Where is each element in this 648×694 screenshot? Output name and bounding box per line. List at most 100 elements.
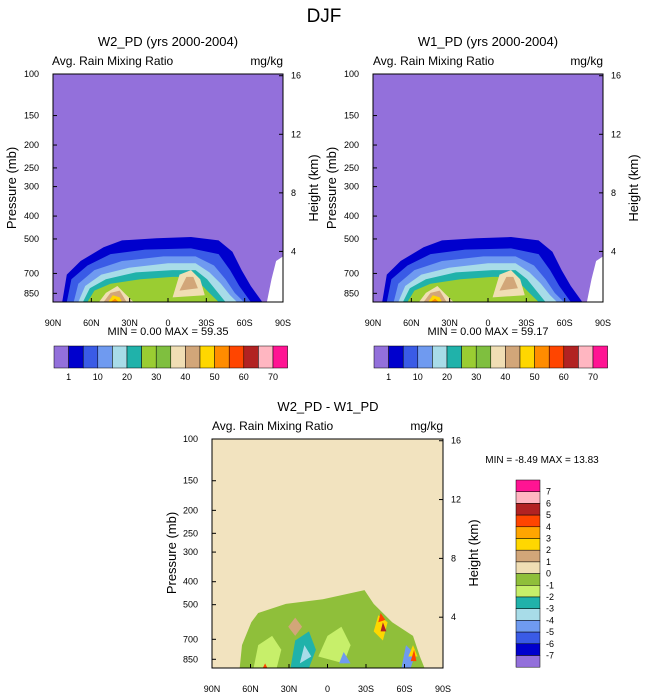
panel-title: W1_PD (yrs 2000-2004) [418, 34, 558, 49]
y-axis-ticks: 100 150 200 250 300 400 500 700 850 [183, 434, 216, 664]
y-tick-label: 100 [183, 434, 198, 444]
x-tick-label: 0 [325, 684, 330, 694]
y-axis-ticks: 100 150 200 250 300 400 500 700 850 [24, 69, 57, 298]
y-tick-label: 400 [24, 211, 39, 221]
colorbar-label: 1 [546, 557, 551, 567]
colorbar-swatch [515, 561, 541, 574]
colorbar-swatch [228, 345, 245, 369]
y2-tick-label: 8 [451, 553, 456, 563]
colorbar-swatch [515, 620, 541, 633]
contour-band [410, 649, 417, 662]
colorbar-label: 40 [180, 372, 190, 382]
x-tick-label: 90S [595, 318, 611, 328]
y-tick-label: 200 [183, 505, 198, 515]
y-tick-label: 150 [183, 476, 198, 486]
y-tick-label: 700 [344, 268, 359, 278]
rain-field [62, 237, 283, 302]
panel-title: W2_PD (yrs 2000-2004) [98, 34, 238, 49]
colorbar-swatch [126, 345, 142, 369]
contour-band [373, 615, 388, 641]
x-axis-ticks: 90N 60N 30N 0 30S 60S 90S [45, 298, 291, 328]
rain-field [382, 237, 603, 302]
contour-band [318, 626, 351, 664]
colorbar: 1 10 20 30 40 50 60 70 [373, 345, 608, 382]
x-tick-label: 30S [358, 684, 374, 694]
units-label: mg/kg [250, 54, 283, 68]
colorbar-label: 7 [546, 487, 551, 497]
x-tick-label: 60S [396, 684, 412, 694]
colorbar-label: 10 [93, 372, 103, 382]
x-tick-label: 90N [45, 318, 62, 328]
field-label: Avg. Rain Mixing Ratio [212, 419, 333, 433]
x-tick-label: 30N [441, 318, 458, 328]
colorbar-swatch [515, 643, 541, 656]
colorbar-swatch [515, 526, 541, 539]
colorbar-label: 6 [546, 498, 551, 508]
y-tick-label: 500 [24, 234, 39, 244]
field-label: Avg. Rain Mixing Ratio [52, 54, 173, 68]
y-tick-label: 250 [183, 528, 198, 538]
y2-tick-label: 8 [611, 188, 616, 198]
y-axis-title: Pressure (mb) [4, 147, 19, 229]
colorbar-swatch [563, 345, 579, 369]
y-tick-label: 250 [344, 163, 359, 173]
y2-axis-ticks: 16 12 8 4 [279, 71, 301, 256]
colorbar-label: -2 [546, 592, 554, 602]
colorbar-swatch [490, 345, 506, 369]
difference-field [239, 590, 425, 668]
y-axis-ticks: 100 150 200 250 300 400 500 700 850 [344, 69, 377, 298]
colorbar-label: 50 [530, 372, 540, 382]
colorbar-label: 2 [546, 545, 551, 555]
colorbar-label: 0 [546, 569, 551, 579]
contour-band [179, 276, 198, 291]
x-tick-label: 30S [518, 318, 534, 328]
y-tick-label: 850 [24, 288, 39, 298]
x-tick-label: 0 [485, 318, 490, 328]
colorbar-swatch [199, 345, 215, 369]
contour-band [339, 652, 351, 664]
y-tick-label: 850 [344, 288, 359, 298]
colorbar-label: -7 [546, 651, 554, 661]
y2-tick-label: 16 [291, 71, 301, 81]
colorbar-swatch [515, 608, 541, 621]
colorbar-label: 3 [546, 534, 551, 544]
colorbar-swatch [68, 345, 84, 369]
y2-tick-label: 16 [611, 71, 621, 81]
x-tick-label: 60S [557, 318, 573, 328]
colorbar-swatch [373, 345, 389, 369]
y2-axis-ticks: 16 12 8 4 [599, 71, 621, 256]
y2-tick-label: 12 [291, 129, 301, 139]
colorbar-swatch [515, 538, 541, 551]
colorbar-swatch [515, 503, 541, 516]
y-tick-label: 300 [24, 182, 39, 192]
colorbar-swatch [515, 549, 541, 563]
colorbar-swatch [592, 345, 608, 369]
colorbar-swatch [432, 345, 448, 369]
x-tick-label: 90S [435, 684, 451, 694]
y-tick-label: 500 [183, 600, 198, 610]
y2-axis-ticks: 16 12 8 4 [439, 436, 461, 622]
contour-band [288, 617, 303, 636]
contour-band [401, 645, 416, 668]
colorbar-swatch [155, 345, 172, 369]
colorbar-swatch [214, 345, 230, 369]
colorbar-label: 30 [471, 372, 481, 382]
y2-tick-label: 12 [611, 129, 621, 139]
colorbar-swatch [112, 345, 128, 369]
min-max-stats: MIN = 0.00 MAX = 59.35 [107, 326, 228, 338]
y-tick-label: 200 [344, 140, 359, 150]
min-max-stats: MIN = -8.49 MAX = 13.83 [485, 455, 599, 466]
x-tick-label: 30S [198, 318, 214, 328]
panel-title: W2_PD - W1_PD [277, 399, 378, 414]
y-tick-label: 400 [183, 577, 198, 587]
y-tick-label: 400 [344, 211, 359, 221]
colorbar-swatch [515, 585, 541, 598]
colorbar-label: 4 [546, 522, 551, 532]
colorbar-swatch [515, 631, 541, 645]
contour-band [499, 276, 518, 291]
colorbar-label: 60 [239, 372, 249, 382]
x-tick-label: 30N [121, 318, 138, 328]
colorbar-swatch [578, 345, 594, 369]
colorbar-label: 70 [588, 372, 598, 382]
